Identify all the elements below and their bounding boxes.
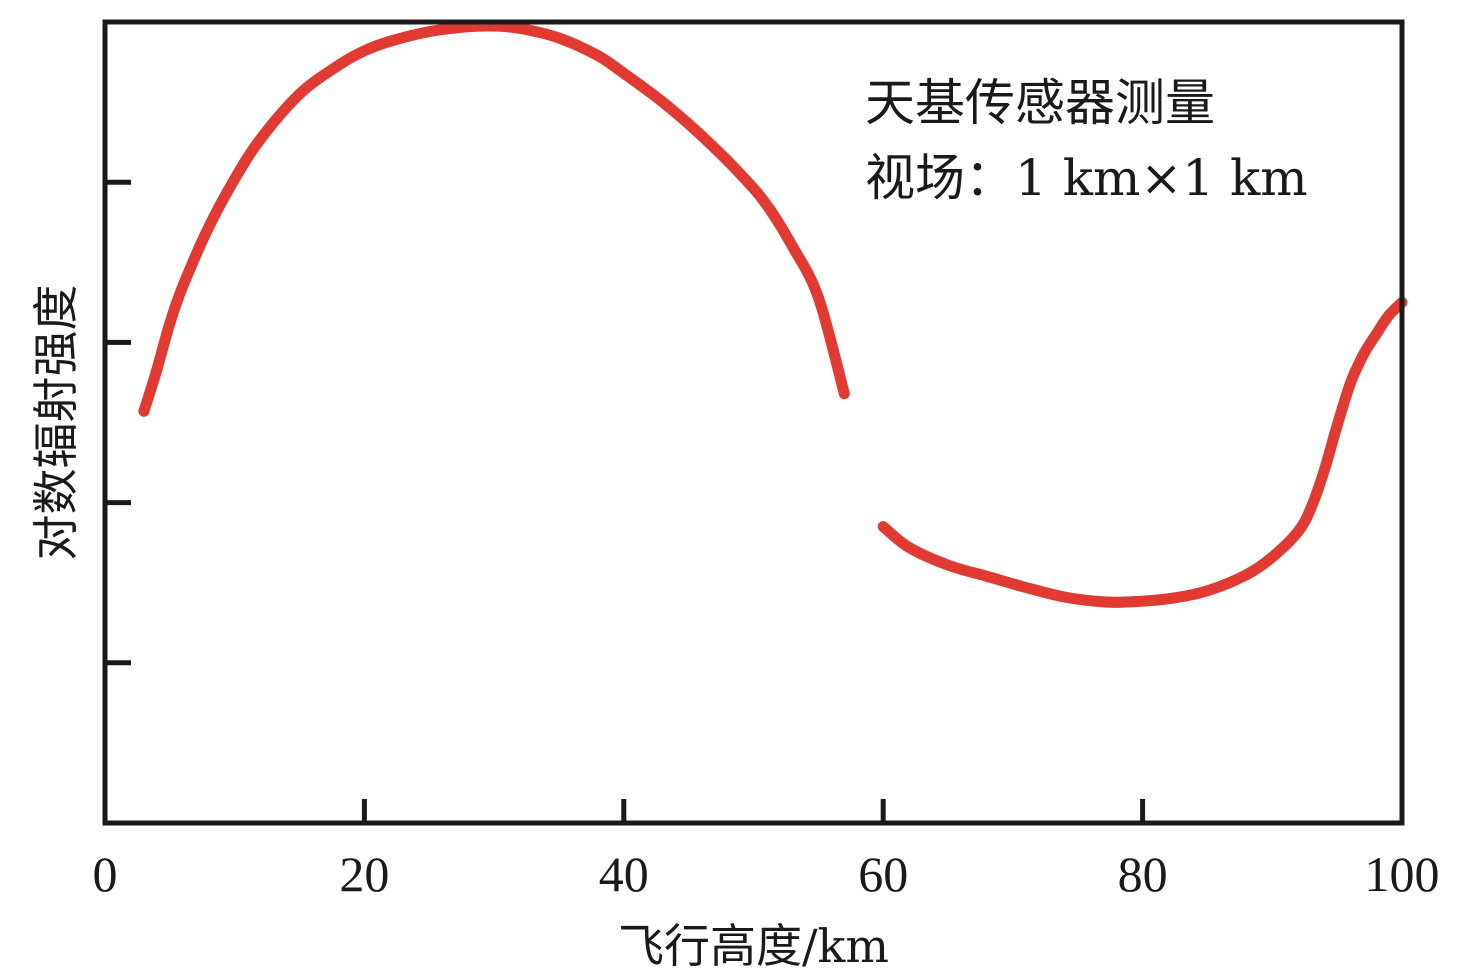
series-layer xyxy=(138,20,1408,608)
x-tick-label: 40 xyxy=(599,846,649,902)
plot-frame xyxy=(102,19,1405,826)
x-tick-label: 60 xyxy=(858,846,908,902)
series-line-2 xyxy=(877,296,1408,608)
x-tick-label: 100 xyxy=(1365,846,1440,902)
x-axis-label: 飞行高度/km xyxy=(618,919,889,973)
annotation-line-2: 视场：1 km×1 km xyxy=(865,149,1308,207)
x-tick-label: 20 xyxy=(339,846,389,902)
y-axis-label: 对数辐射强度 xyxy=(29,285,83,561)
tick-layer: 0 20 40 60 80 100 xyxy=(93,179,1440,902)
x-tick-label: 80 xyxy=(1118,846,1168,902)
series-line-1 xyxy=(138,20,850,417)
x-tick-label: 0 xyxy=(93,846,118,902)
annotation-line-1: 天基传感器测量 xyxy=(865,74,1215,132)
